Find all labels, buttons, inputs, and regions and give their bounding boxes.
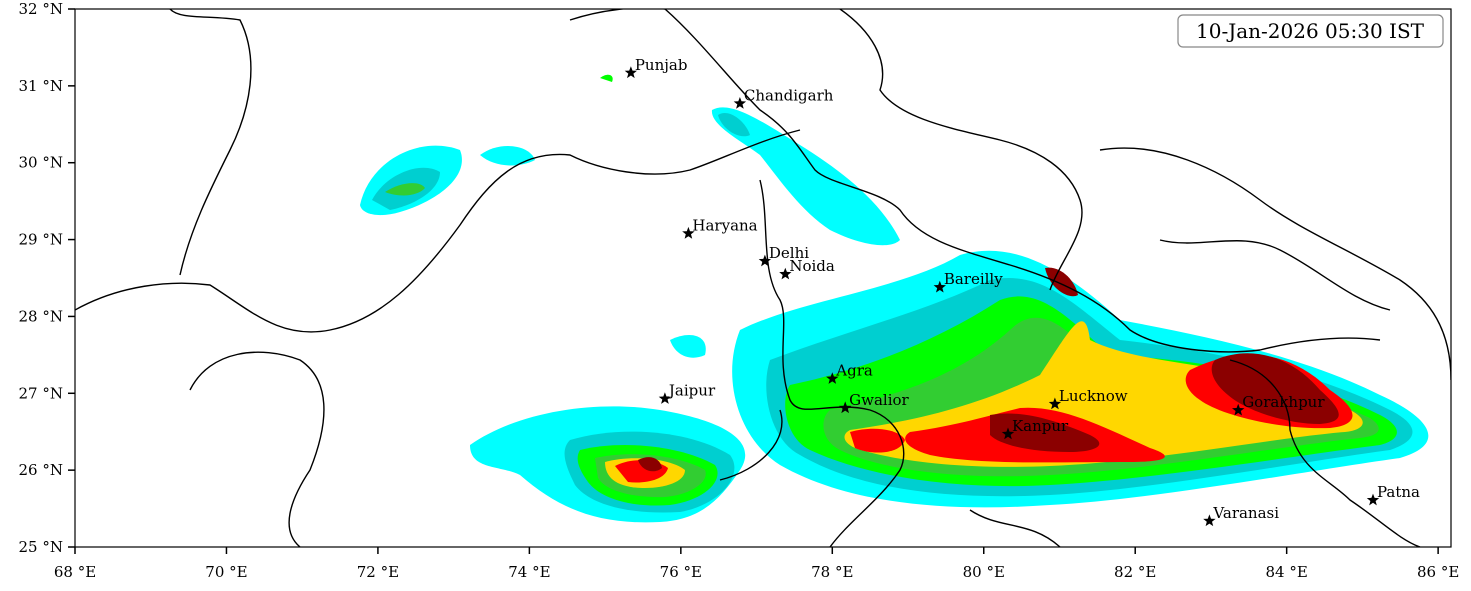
- city-label: Varanasi: [1212, 504, 1279, 522]
- y-tick-label: 30 °N: [19, 154, 63, 172]
- y-tick-label: 27 °N: [19, 384, 63, 402]
- city-marker: [839, 401, 852, 414]
- x-tick-label: 78 °E: [811, 563, 853, 581]
- city-marker: [658, 392, 672, 404]
- city-marker: [1203, 514, 1216, 527]
- y-tick-label: 31 °N: [19, 77, 63, 95]
- y-tick-label: 29 °N: [19, 231, 63, 249]
- city-marker: [1232, 403, 1245, 416]
- x-tick-label: 76 °E: [660, 563, 702, 581]
- borders: [75, 9, 1451, 547]
- city-label: Gorakhpur: [1242, 393, 1325, 411]
- city-label: Kanpur: [1012, 417, 1069, 435]
- city-label: Lucknow: [1059, 387, 1128, 405]
- plot-frame: [74, 8, 1452, 548]
- city-marker: [1048, 397, 1062, 410]
- city-label: Noida: [789, 257, 835, 275]
- city-label: Jaipur: [667, 382, 716, 400]
- y-tick-label: 32 °N: [19, 0, 63, 18]
- y-tick-label: 26 °N: [19, 461, 63, 479]
- city-marker: [624, 66, 637, 79]
- city-marker: [733, 97, 747, 109]
- city-marker: [682, 226, 695, 239]
- city-label: Delhi: [769, 244, 809, 262]
- city-marker: [779, 267, 792, 280]
- y-tick-label: 28 °N: [19, 307, 63, 325]
- city-label: Bareilly: [944, 270, 1003, 288]
- x-tick-label: 84 °E: [1266, 563, 1308, 581]
- city-label: Punjab: [635, 56, 688, 74]
- x-tick-label: 70 °E: [205, 563, 247, 581]
- x-tick-label: 86 °E: [1417, 563, 1459, 581]
- city-label: Agra: [835, 362, 873, 380]
- timestamp: 10-Jan-2026 05:30 IST: [1196, 19, 1425, 43]
- city-marker: [1366, 493, 1380, 506]
- city-marker: [758, 254, 772, 267]
- precip-field: [360, 74, 1429, 523]
- city-marker: [826, 372, 839, 384]
- city-label: Gwalior: [849, 391, 909, 409]
- timestamp-box: [1177, 14, 1444, 48]
- city-marker: [1001, 427, 1015, 440]
- x-tick-label: 82 °E: [1114, 563, 1156, 581]
- city-label: Patna: [1377, 483, 1420, 501]
- x-tick-label: 72 °E: [357, 563, 399, 581]
- city-marker: [933, 280, 946, 293]
- x-tick-label: 68 °E: [54, 563, 96, 581]
- y-tick-label: 25 °N: [19, 538, 63, 556]
- city-label: Chandigarh: [744, 87, 834, 105]
- x-tick-label: 74 °E: [508, 563, 550, 581]
- x-tick-label: 80 °E: [963, 563, 1005, 581]
- city-label: Haryana: [692, 216, 757, 234]
